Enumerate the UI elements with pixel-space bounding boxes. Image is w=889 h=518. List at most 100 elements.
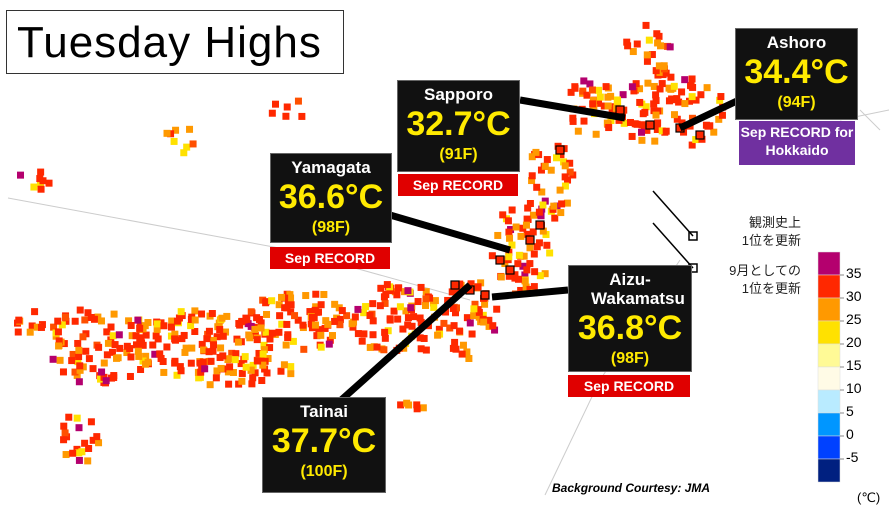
- station-square: [247, 322, 255, 330]
- station-square: [505, 272, 513, 280]
- station-square: [670, 82, 678, 90]
- station-square: [520, 252, 528, 260]
- station-square: [589, 100, 597, 108]
- station-square: [315, 308, 323, 316]
- station-square: [136, 334, 144, 342]
- station-square: [343, 312, 351, 320]
- station-square: [226, 355, 234, 363]
- station-name: Sapporo: [424, 85, 493, 104]
- station-square: [191, 316, 199, 324]
- station-square: [396, 303, 404, 311]
- station-square: [126, 372, 134, 380]
- station-square: [287, 308, 295, 316]
- marker-legend-text: 観測史上 1位を更新: [705, 214, 801, 250]
- station-square: [54, 328, 62, 336]
- station-square: [654, 107, 662, 115]
- station-square: [54, 317, 62, 325]
- station-square: [537, 166, 545, 174]
- station-square: [539, 227, 547, 235]
- station-square: [517, 232, 525, 240]
- station-square: [718, 111, 726, 119]
- marker-legend-line2: 1位を更新: [741, 281, 801, 296]
- marker-legend-line: [652, 190, 694, 237]
- station-square: [266, 335, 274, 343]
- station-square: [605, 124, 613, 132]
- station-square: [656, 68, 664, 76]
- record-label: Sep RECORD for Hokkaido: [739, 121, 855, 165]
- colorbar-segment: [817, 320, 841, 345]
- station-square: [282, 112, 290, 120]
- colorbar-tick-label: 0: [846, 426, 854, 442]
- station-square: [673, 95, 681, 103]
- station-square: [567, 88, 575, 96]
- station-square: [414, 298, 422, 306]
- station-square: [261, 357, 269, 365]
- station-square: [497, 273, 505, 281]
- station-square: [407, 304, 415, 312]
- legend-unit: (℃): [857, 490, 881, 505]
- temperature-c: 32.7°C: [406, 105, 511, 143]
- station-square: [586, 80, 594, 88]
- station-square: [557, 151, 565, 159]
- station-square: [62, 451, 70, 459]
- station-square: [590, 104, 598, 112]
- station-square: [237, 360, 245, 368]
- station-square: [453, 287, 461, 295]
- station-square: [467, 280, 475, 288]
- station-square: [547, 166, 555, 174]
- station-square: [291, 312, 299, 320]
- station-square: [224, 368, 232, 376]
- record-square: [450, 280, 460, 290]
- station-square: [563, 199, 571, 207]
- record-label: Sep RECORD: [270, 247, 390, 269]
- station-square: [532, 148, 540, 156]
- colorbar-segment: [817, 389, 841, 414]
- station-square: [37, 323, 45, 331]
- colorbar-segment: [817, 412, 841, 437]
- station-square: [219, 332, 227, 340]
- station-square: [417, 283, 425, 291]
- marker-legend-line1: 観測史上: [748, 215, 801, 230]
- station-square: [200, 346, 208, 354]
- station-square: [535, 239, 543, 247]
- leader-line: [519, 96, 626, 122]
- colorbar-tick-label: 20: [846, 334, 862, 350]
- station-square: [287, 370, 295, 378]
- station-square: [619, 91, 627, 99]
- station-square: [151, 350, 159, 358]
- station-square: [580, 117, 588, 125]
- station-square: [312, 303, 320, 311]
- station-square: [209, 337, 217, 345]
- station-square: [331, 317, 339, 325]
- station-square: [249, 374, 257, 382]
- station-square: [659, 62, 667, 70]
- station-square: [380, 346, 388, 354]
- station-square: [485, 322, 493, 330]
- station-name: Aizu-Wakamatsu: [591, 270, 685, 308]
- record-square: [535, 220, 545, 230]
- station-square: [160, 368, 168, 376]
- station-square: [277, 367, 285, 375]
- station-square: [272, 100, 280, 108]
- station-square: [629, 48, 637, 56]
- station-square: [505, 228, 513, 236]
- station-square: [198, 310, 206, 318]
- station-square: [458, 350, 466, 358]
- station-square: [541, 197, 549, 205]
- station-square: [666, 43, 674, 51]
- station-square: [222, 328, 230, 336]
- station-square: [416, 334, 424, 342]
- station-square: [422, 346, 430, 354]
- station-square: [216, 353, 224, 361]
- colorbar-segment: [817, 458, 841, 483]
- station-square: [383, 281, 391, 289]
- station-square: [654, 39, 662, 47]
- record-square: [525, 235, 535, 245]
- colorbar-tick-label: 35: [846, 265, 862, 281]
- station-square: [137, 365, 145, 373]
- station-square: [489, 322, 497, 330]
- station-square: [75, 456, 83, 464]
- station-square: [397, 401, 405, 409]
- station-square: [247, 308, 255, 316]
- station-square: [681, 100, 689, 108]
